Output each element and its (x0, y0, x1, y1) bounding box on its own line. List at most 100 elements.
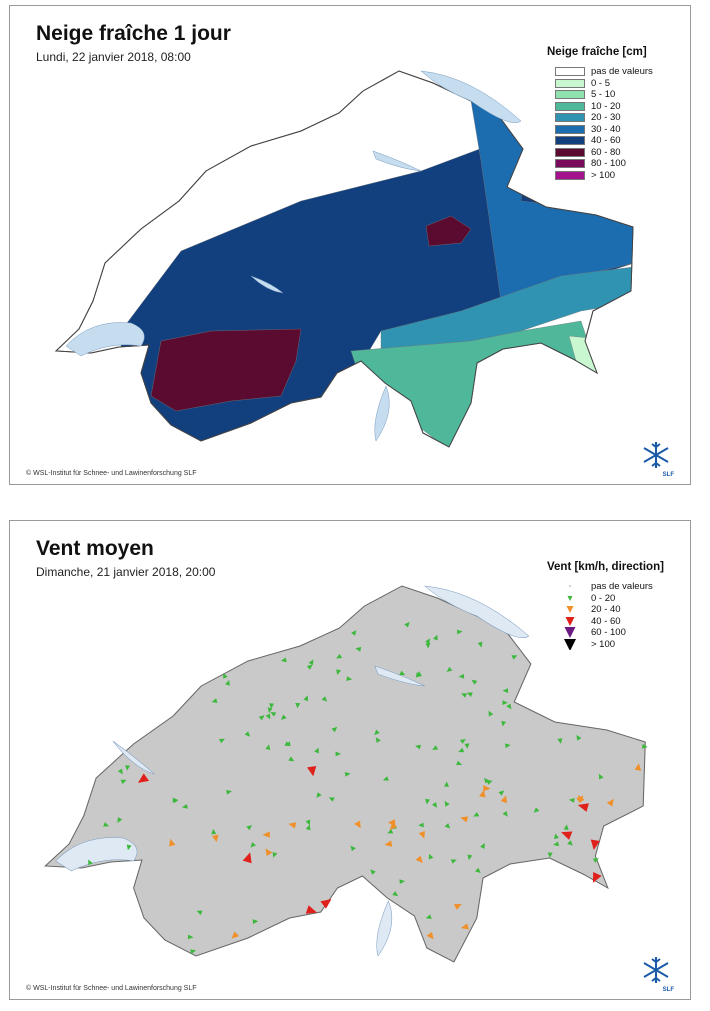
wind-marker (453, 903, 462, 910)
wind-marker (460, 816, 469, 823)
legend-item: pas de valeurs (555, 581, 664, 593)
wind-marker (458, 673, 465, 679)
wind-marker (211, 834, 219, 843)
wind-marker (533, 807, 540, 813)
wind-marker (432, 745, 439, 750)
wind-marker (265, 744, 271, 750)
wind-marker (444, 823, 451, 829)
wind-marker (425, 914, 432, 919)
wind-marker (404, 621, 410, 628)
wind-marker (305, 819, 311, 826)
wind-marker (554, 833, 559, 840)
legend-label: 40 - 60 (591, 615, 621, 627)
wind-marker (426, 931, 434, 940)
legend-label: 60 - 80 (591, 146, 621, 158)
wind-marker (328, 797, 335, 802)
legend-item: 5 - 10 (555, 89, 653, 101)
wind-marker (480, 843, 485, 849)
wind-marker (502, 811, 508, 817)
map-subtitle: Lundi, 22 janvier 2018, 08:00 (36, 50, 191, 64)
wind-marker (425, 638, 431, 645)
wind-marker (335, 751, 342, 757)
wind-marker (428, 853, 434, 860)
legend-swatch (566, 606, 574, 614)
wind-marker (557, 738, 563, 744)
wind-marker (425, 643, 431, 649)
wind-marker (418, 822, 424, 828)
wind-marker (425, 798, 431, 805)
wind-marker (225, 679, 230, 686)
wind-marker (218, 738, 225, 744)
wind-marker (392, 891, 399, 897)
wind-marker (336, 653, 343, 659)
legend-swatch (568, 585, 572, 589)
legend-label: pas de valeurs (591, 66, 653, 78)
wind-marker (592, 871, 602, 883)
wind-marker (284, 741, 291, 746)
legend-label: 30 - 40 (591, 123, 621, 135)
wind-marker (354, 820, 361, 829)
wind-marker (399, 879, 406, 885)
legend-item: 10 - 20 (555, 101, 653, 113)
map-title: Neige fraîche 1 jour (36, 22, 231, 45)
wind-marker (125, 765, 131, 771)
legend-title: Vent [km/h, direction] (547, 561, 664, 573)
copyright: © WSL-Institut für Schnee- und Lawinenfo… (26, 470, 197, 477)
wind-marker (498, 790, 505, 796)
wind-marker (346, 676, 353, 682)
wind-marker (567, 840, 573, 846)
legend-label: > 100 (591, 638, 616, 650)
wind-marker (486, 780, 493, 785)
wind-marker (592, 858, 599, 863)
snow-region (425, 215, 472, 247)
wind-marker (88, 859, 93, 866)
wind-marker (460, 923, 469, 930)
snow-panel: Neige fraîche 1 jour Lundi, 22 janvier 2… (9, 5, 691, 485)
wind-marker (117, 768, 123, 775)
logo (643, 957, 669, 983)
legend-swatch (555, 124, 585, 134)
wind-marker (606, 798, 614, 807)
wind-marker (375, 737, 381, 743)
wind-marker (444, 781, 450, 787)
legend-item: 40 - 60 (555, 135, 653, 147)
wind-marker (265, 713, 271, 720)
wind-marker (561, 831, 573, 840)
legend-item: pas de valeurs (555, 66, 653, 78)
legend-label: > 100 (591, 169, 616, 181)
wind-marker (641, 743, 648, 749)
legend-swatch (565, 616, 575, 626)
wind-marker (590, 839, 600, 851)
wind-marker (387, 829, 394, 834)
wind-marker (269, 703, 275, 709)
wind-marker (250, 842, 256, 848)
legend-label: 20 - 40 (591, 604, 621, 616)
wind-marker (563, 824, 569, 830)
wind-marker (473, 812, 480, 817)
wind-marker (321, 696, 328, 702)
wind-marker (506, 703, 512, 710)
wind-marker (288, 756, 295, 762)
wind-marker (576, 735, 582, 741)
wind-marker (479, 789, 486, 798)
wind-marker (547, 852, 553, 858)
wind-marker (483, 785, 491, 792)
legend-item: 20 - 30 (555, 112, 653, 124)
legend-swatch (564, 627, 576, 639)
wind-marker (117, 817, 123, 823)
wind-marker (246, 825, 253, 831)
legend-swatch (555, 90, 585, 100)
wind-marker (267, 707, 273, 714)
wind-marker (488, 710, 494, 717)
legend-item: 80 - 100 (555, 158, 653, 170)
wind-marker (331, 726, 338, 733)
legend-item: > 100 (555, 170, 653, 182)
wind-marker (500, 795, 507, 804)
wind-marker (295, 703, 301, 709)
wind-marker (553, 841, 559, 847)
wind-marker (389, 822, 398, 830)
legend-item: 0 - 5 (555, 78, 653, 90)
